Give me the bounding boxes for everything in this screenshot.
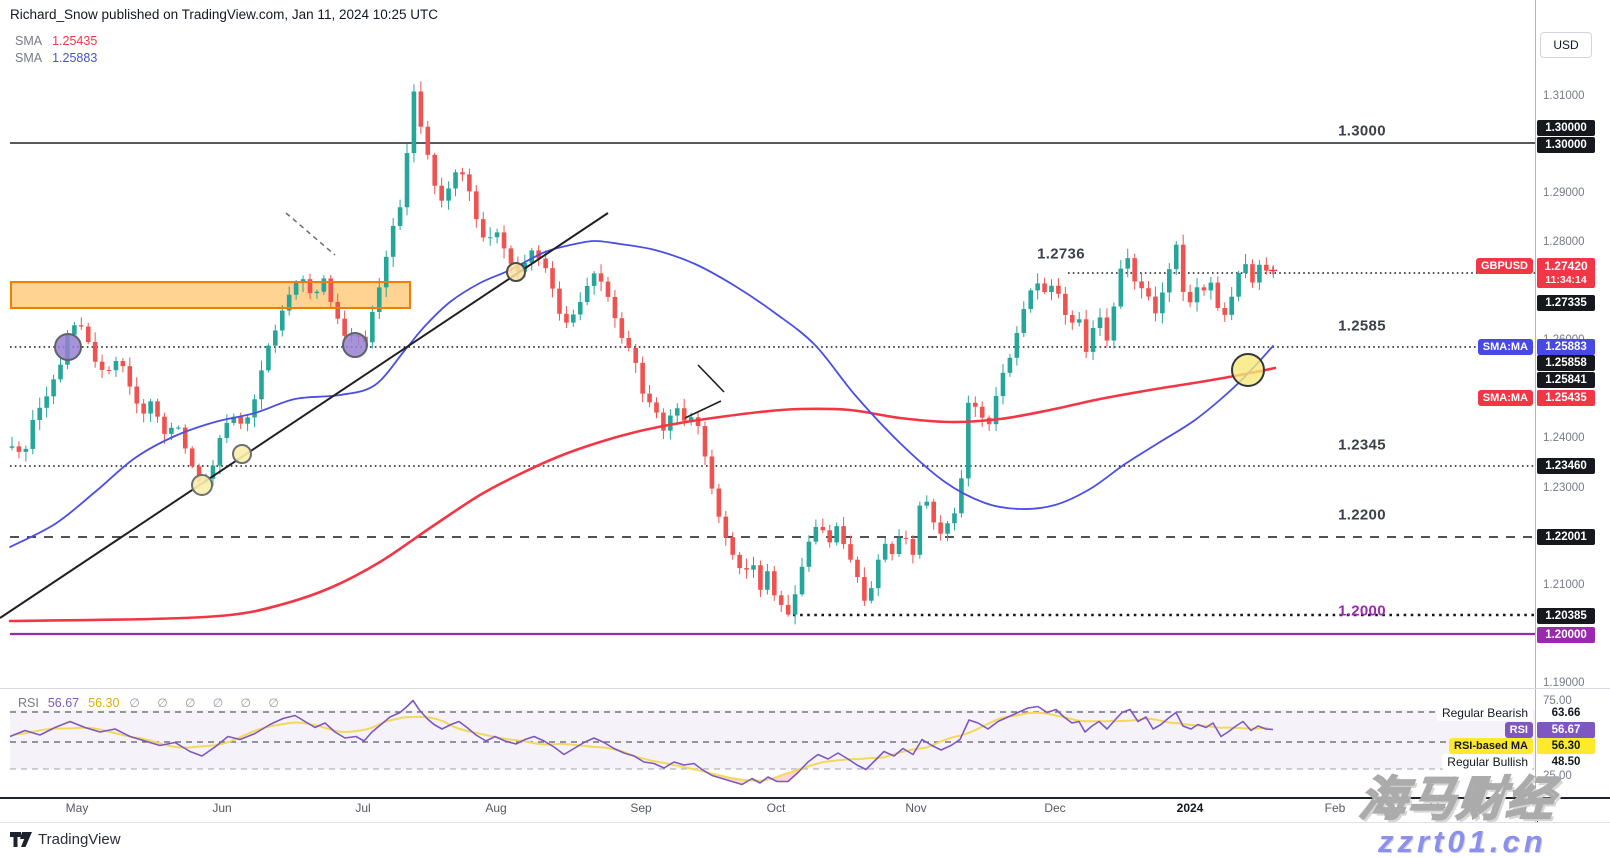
sma-blue-value: 1.25883 <box>52 51 98 65</box>
watermark-site: zzrt01.cn <box>1378 824 1547 857</box>
sma-legend-blue[interactable]: SMA 1.25883 <box>15 51 97 65</box>
publication-title: Richard_Snow published on TradingView.co… <box>10 7 439 22</box>
rsi-ma-value: 56.30 <box>88 696 120 710</box>
rsi-value: 56.67 <box>47 696 80 710</box>
tradingview-logo-icon <box>10 832 32 847</box>
tradingview-logo[interactable]: TradingView <box>10 831 121 848</box>
currency-unit-button[interactable]: USD <box>1540 32 1592 58</box>
sma-legend-red[interactable]: SMA 1.25435 <box>15 34 97 48</box>
tradingview-logo-text: TradingView <box>38 831 121 848</box>
sma-legend-label: SMA <box>15 51 43 65</box>
sma-legend-label: SMA <box>15 34 43 48</box>
rsi-legend-label: RSI <box>18 696 39 710</box>
rsi-empty-params: ∅ ∅ ∅ ∅ ∅ ∅ <box>129 696 286 710</box>
sma-red-value: 1.25435 <box>52 34 98 48</box>
rsi-legend[interactable]: RSI 56.67 56.30 ∅ ∅ ∅ ∅ ∅ ∅ <box>18 696 286 710</box>
watermark-cjk: 海马财经 <box>1356 771 1560 826</box>
